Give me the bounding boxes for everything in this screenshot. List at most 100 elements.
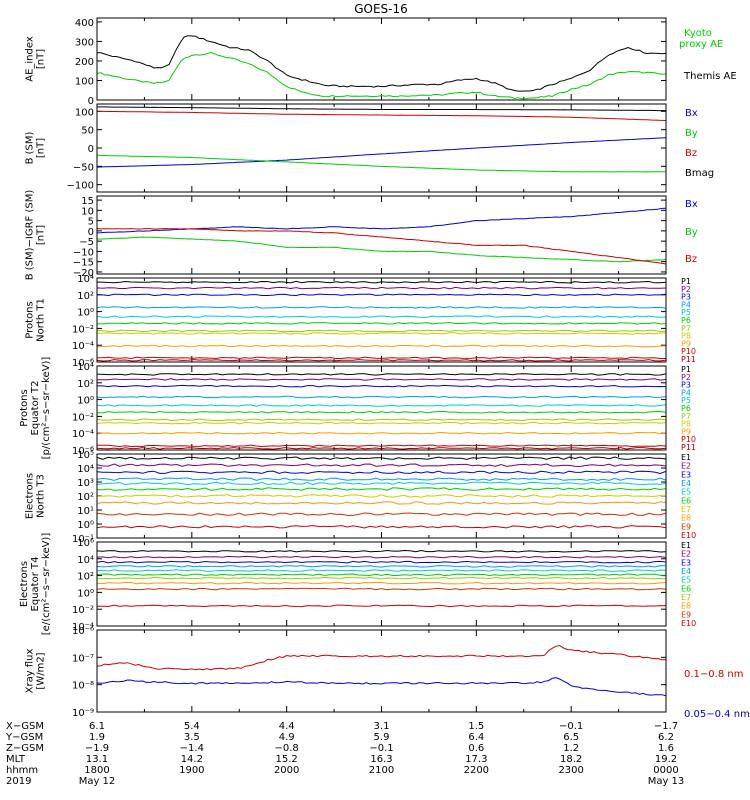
ephemeris-value: 2100 [369,765,394,776]
y-tick-label: −5 [79,237,94,248]
y-axis-label: ElectronsEquator T4[e/(cm²−s−sr−keV)] [19,533,52,636]
y-tick-label: 10 [81,206,94,217]
y-tick-label: 10¹ [77,506,94,517]
channel-label: P2 [681,373,691,382]
series-group [97,549,666,608]
channel-label: E7 [681,505,691,514]
y-tick-label: 10⁻⁴ [72,429,94,440]
series-line-p3 [97,384,666,388]
y-axis-label-line: Electrons [19,561,30,607]
channel-label: E6 [681,584,691,593]
series-line-p1 [97,280,666,284]
series-line-p3 [97,293,666,297]
y-tick-label: 10⁻² [72,605,94,616]
y-tick-label: 10² [77,492,94,503]
y-axis-label-line: [e/(cm²−s−sr−keV)] [41,533,52,636]
ephemeris-value: 5.4 [184,721,200,732]
legend-entry: 0.05−0.4 nm [684,709,750,720]
panel-frame [96,103,667,193]
series-group [97,280,666,362]
y-tick-label: 10⁴ [77,464,94,475]
y-axis-label: ElectronsNorth T3 [25,473,47,519]
y-tick-label: 100 [75,76,94,87]
y-axis-label-line: Equator T2 [30,381,41,436]
y-axis-label-line: B (SM) [25,131,36,164]
y-tick-label: 10⁰ [77,396,94,407]
y-tick-label: 10⁰ [77,588,94,599]
panel-protons_t2: ProtonsEquator T2[p/(cm²−s−sr−keV)] 10⁻⁶ 1… [19,357,696,460]
legend-b_igrf: Bx By Bz [685,199,698,265]
series-group [97,373,666,450]
ephemeris-value: 3.5 [184,732,200,743]
panel-b_sm: B (SM)[nT] −100 −50 0 50 100 [25,103,667,193]
panel-electrons_t3: ElectronsNorth T3 10⁻¹ 10⁰ 10¹ 10² 10³ 10⁴ 10⁵ E… [25,450,697,545]
y-tick-label: 0 [88,227,94,238]
ephemeris-value: 19.2 [655,754,677,765]
channel-label: P9 [681,427,691,436]
y-tick-label: 10² [77,291,94,302]
channel-label: E5 [681,576,691,585]
series-line-e7 [97,576,666,580]
ephemeris-value: −0.1 [369,743,393,754]
ephemeris-value: 2000 [274,765,299,776]
y-tick-label: 10⁻⁹ [72,708,94,719]
channel-label: E7 [681,593,691,602]
channel-label: E5 [681,488,691,497]
y-tick-label: 10² [77,572,94,583]
ephemeris-value: 4.4 [279,721,295,732]
y-tick-label: 10⁻⁸ [72,681,94,692]
y-axis-label-line: North T3 [36,474,47,518]
ephemeris-value: −1.9 [85,743,109,754]
ephemeris-value: 1.6 [658,743,674,754]
channel-label: P11 [681,355,696,364]
legend-entry: Bx [685,199,698,210]
channel-label: P7 [681,412,691,421]
channel-label: P6 [681,404,691,413]
panel-frame [96,629,667,713]
channel-label: E1 [681,453,691,462]
panel-xray: Xray flux[W/m2] 10⁻⁹ 10⁻⁸ 10⁻⁷ 10⁻⁶ [25,626,667,719]
panel-frame [96,277,667,363]
series-line-by [97,154,666,173]
ephemeris-value: −1.7 [654,721,678,732]
ephemeris-row-label: hhmm [6,765,38,776]
ephemeris-value: 0000 [653,765,678,776]
panel-frame [96,365,667,451]
series-line-e9 [97,587,666,591]
series-line-p7 [97,418,666,422]
ephemeris-value: May 12 [79,776,116,787]
series-line-p9 [97,431,666,435]
y-tick-label: 10⁻⁷ [72,653,94,664]
series-line-e3 [97,470,666,475]
panel-protons_t1: ProtonsNorth T1 10⁻⁶ 10⁻⁴ 10⁻² 10⁰ 10² 10⁴ P1P2… [25,274,697,369]
y-tick-label: 100 [75,107,94,118]
y-axis-label: AE_index[nT] [25,36,47,82]
y-tick-label: 10⁴ [77,555,94,566]
y-tick-label: 10⁻⁶ [72,446,94,457]
y-axis-label: ProtonsEquator T2[p/(cm²−s−sr−keV)] [19,357,52,460]
channel-label: E8 [681,514,691,523]
series-line-e2 [97,463,666,467]
series-line-bz [97,228,666,265]
y-tick-label: 15 [81,196,94,207]
series-line-p7 [97,329,666,333]
y-tick-label: −20 [73,268,94,279]
legend-b_sm: Bx By Bz Bmag [685,108,714,179]
y-tick-label: 10² [77,379,94,390]
y-tick-label: 10⁰ [77,308,94,319]
channel-label: E9 [681,610,691,619]
ephemeris-value: 5.9 [374,732,390,743]
ephemeris-value: 18.2 [560,754,582,765]
series-line-p11 [97,447,666,450]
series-line-e7 [97,494,666,498]
channel-label: E3 [681,558,691,567]
ephemeris-value: 6.4 [468,732,484,743]
y-tick-label: 10⁻⁶ [72,626,94,637]
channel-label: P5 [681,396,691,405]
legend-entry: By [685,227,698,238]
y-axis-label-line: AE_index [25,36,36,82]
ephemeris-value: 2300 [558,765,583,776]
ephemeris-value: 3.1 [374,721,390,732]
